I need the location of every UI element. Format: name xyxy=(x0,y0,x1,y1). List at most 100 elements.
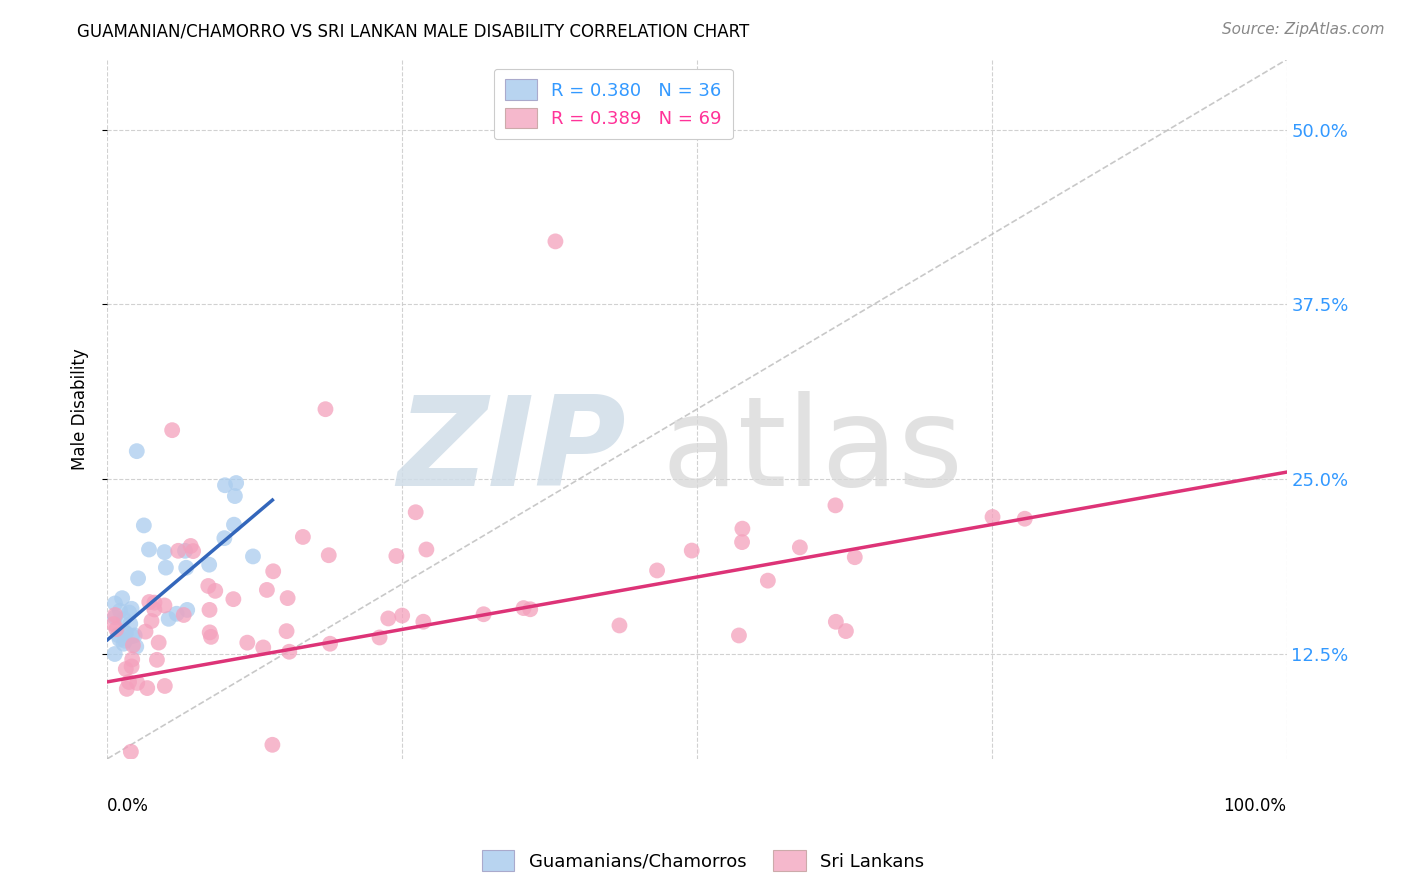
Point xyxy=(824,615,846,629)
Point xyxy=(105,622,128,636)
Point xyxy=(153,545,176,559)
Point xyxy=(377,611,399,625)
Point xyxy=(166,607,188,621)
Legend: Guamanians/Chamorros, Sri Lankans: Guamanians/Chamorros, Sri Lankans xyxy=(474,843,932,879)
Point xyxy=(173,607,195,622)
Point xyxy=(114,662,136,676)
Point xyxy=(276,624,298,639)
Point xyxy=(127,571,149,585)
Point xyxy=(104,597,127,611)
Point xyxy=(138,595,160,609)
Text: 100.0%: 100.0% xyxy=(1223,797,1286,815)
Point xyxy=(121,659,143,673)
Point xyxy=(115,681,138,696)
Point xyxy=(125,640,148,654)
Point xyxy=(824,499,846,513)
Point xyxy=(198,625,221,640)
Point xyxy=(174,561,197,575)
Point xyxy=(176,603,198,617)
Point xyxy=(242,549,264,564)
Point xyxy=(108,632,131,647)
Point xyxy=(114,633,136,648)
Point xyxy=(728,628,751,642)
Point xyxy=(314,402,336,417)
Point xyxy=(412,615,434,629)
Point xyxy=(224,489,246,503)
Point xyxy=(125,444,148,458)
Text: 0.0%: 0.0% xyxy=(107,797,149,815)
Point xyxy=(132,518,155,533)
Point xyxy=(143,602,166,616)
Point xyxy=(256,582,278,597)
Point xyxy=(124,628,146,642)
Point xyxy=(1014,512,1036,526)
Point xyxy=(318,548,340,562)
Point xyxy=(204,583,226,598)
Point xyxy=(222,517,245,532)
Point xyxy=(981,510,1004,524)
Point xyxy=(127,676,149,690)
Point xyxy=(731,522,754,536)
Point xyxy=(645,564,668,578)
Point xyxy=(214,531,236,545)
Point xyxy=(277,591,299,606)
Point xyxy=(174,543,197,558)
Point xyxy=(115,626,138,640)
Point xyxy=(107,628,129,642)
Point xyxy=(121,652,143,666)
Point xyxy=(197,579,219,593)
Point xyxy=(472,607,495,622)
Point xyxy=(141,614,163,628)
Text: atlas: atlas xyxy=(662,391,963,512)
Point xyxy=(108,604,131,618)
Point xyxy=(512,601,534,615)
Point xyxy=(756,574,779,588)
Point xyxy=(153,599,176,613)
Point xyxy=(198,603,221,617)
Point xyxy=(111,591,134,606)
Text: ZIP: ZIP xyxy=(398,391,626,512)
Point xyxy=(222,592,245,607)
Y-axis label: Male Disability: Male Disability xyxy=(72,348,89,470)
Point xyxy=(319,637,342,651)
Point xyxy=(252,640,274,655)
Point xyxy=(415,542,437,557)
Point xyxy=(167,543,190,558)
Point xyxy=(519,602,541,616)
Point xyxy=(120,616,142,631)
Point xyxy=(121,629,143,643)
Point xyxy=(122,638,145,652)
Text: GUAMANIAN/CHAMORRO VS SRI LANKAN MALE DISABILITY CORRELATION CHART: GUAMANIAN/CHAMORRO VS SRI LANKAN MALE DI… xyxy=(77,22,749,40)
Point xyxy=(118,606,141,620)
Point xyxy=(181,544,204,558)
Point xyxy=(789,541,811,555)
Point xyxy=(544,235,567,249)
Point xyxy=(391,608,413,623)
Point xyxy=(104,607,127,622)
Point xyxy=(681,543,703,558)
Point xyxy=(155,560,177,574)
Point xyxy=(385,549,408,563)
Point xyxy=(278,645,301,659)
Point xyxy=(236,635,259,649)
Point xyxy=(157,612,180,626)
Point xyxy=(160,423,183,437)
Point xyxy=(114,625,136,640)
Point xyxy=(121,601,143,615)
Point xyxy=(118,675,141,690)
Legend: R = 0.380   N = 36, R = 0.389   N = 69: R = 0.380 N = 36, R = 0.389 N = 69 xyxy=(494,69,733,139)
Point xyxy=(609,618,631,632)
Point xyxy=(103,617,125,632)
Point xyxy=(200,630,222,644)
Point xyxy=(368,631,391,645)
Point xyxy=(262,564,284,578)
Point xyxy=(148,635,170,649)
Point xyxy=(153,679,176,693)
Point xyxy=(180,539,202,553)
Point xyxy=(136,681,159,695)
Point xyxy=(143,596,166,610)
Point xyxy=(291,530,314,544)
Point xyxy=(112,637,135,651)
Point xyxy=(731,535,754,549)
Point xyxy=(120,745,142,759)
